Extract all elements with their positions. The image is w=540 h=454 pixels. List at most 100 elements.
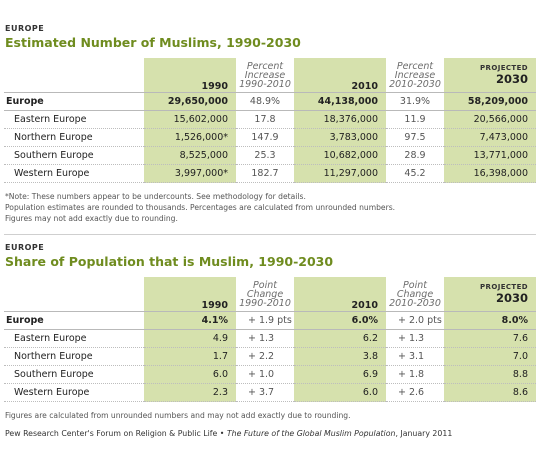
change-2010-2030: + 1.8 bbox=[386, 365, 444, 384]
table-row: Northern Europe 1,526,000* 147.9 3,783,0… bbox=[4, 128, 536, 147]
value-2010: 6.0% bbox=[294, 311, 386, 330]
value-1990: 4.9 bbox=[144, 329, 236, 348]
value-2010: 18,376,000 bbox=[294, 110, 386, 129]
table-row: Western Europe 3,997,000* 182.7 11,297,0… bbox=[4, 164, 536, 183]
change-header-range: 2010-2030 bbox=[389, 297, 441, 309]
table-row: Southern Europe 8,525,000 25.3 10,682,00… bbox=[4, 146, 536, 165]
footnote: Figures may not add exactly due to round… bbox=[5, 214, 178, 223]
change-header-text: Percent Increase bbox=[394, 60, 436, 81]
region-name: Eastern Europe bbox=[4, 110, 144, 129]
change-1990-2010: + 1.9 pts bbox=[236, 311, 294, 330]
source-date: , January 2011 bbox=[395, 429, 453, 438]
footnote: *Note: These numbers appear to be underc… bbox=[5, 192, 306, 201]
year-header: 2010 bbox=[294, 277, 386, 312]
value-2030: 16,398,000 bbox=[444, 164, 536, 183]
projected-label: PROJECTED bbox=[480, 283, 528, 291]
change-2010-2030: + 2.0 pts bbox=[386, 311, 444, 330]
change-header: Point Change 2010-2030 bbox=[386, 277, 444, 312]
value-1990: 2.3 bbox=[144, 383, 236, 402]
change-1990-2010: 147.9 bbox=[236, 128, 294, 147]
value-1990: 29,650,000 bbox=[144, 92, 236, 111]
region-name: Europe bbox=[4, 311, 144, 330]
page: EUROPE Estimated Number of Muslims, 1990… bbox=[4, 0, 536, 438]
change-header: Percent Increase 2010-2030 bbox=[386, 58, 444, 93]
year-header: 1990 bbox=[144, 58, 236, 93]
value-1990: 15,602,000 bbox=[144, 110, 236, 129]
region-name: Western Europe bbox=[4, 383, 144, 402]
change-2010-2030: 11.9 bbox=[386, 110, 444, 129]
value-2010: 10,682,000 bbox=[294, 146, 386, 165]
change-header-range: 1990-2010 bbox=[239, 78, 291, 90]
region-name: Northern Europe bbox=[4, 128, 144, 147]
change-1990-2010: + 2.2 bbox=[236, 347, 294, 366]
change-2010-2030: + 2.6 bbox=[386, 383, 444, 402]
value-2010: 44,138,000 bbox=[294, 92, 386, 111]
table-row: Eastern Europe 4.9 + 1.3 6.2 + 1.3 7.6 bbox=[4, 329, 536, 348]
change-1990-2010: + 1.3 bbox=[236, 329, 294, 348]
change-1990-2010: + 1.0 bbox=[236, 365, 294, 384]
table-row: Northern Europe 1.7 + 2.2 3.8 + 3.1 7.0 bbox=[4, 347, 536, 366]
change-header: Point Change 1990-2010 bbox=[236, 277, 294, 312]
report-title: The Future of the Global Muslim Populati… bbox=[226, 429, 396, 438]
value-1990: 4.1% bbox=[144, 311, 236, 330]
muslim-share-table: 1990 Point Change 1990-2010 2010 Point Ch… bbox=[4, 277, 536, 402]
value-2030: 13,771,000 bbox=[444, 146, 536, 165]
region-name: Southern Europe bbox=[4, 365, 144, 384]
source-org: Pew Research Center's Forum on Religion … bbox=[5, 429, 227, 438]
header-row: 1990 Percent Increase 1990-2010 2010 Perc… bbox=[4, 58, 536, 93]
value-1990: 3,997,000* bbox=[144, 164, 236, 183]
change-1990-2010: + 3.7 bbox=[236, 383, 294, 402]
table-title: Share of Population that is Muslim, 1990… bbox=[5, 254, 334, 269]
change-2010-2030: 45.2 bbox=[386, 164, 444, 183]
section-label: EUROPE bbox=[5, 243, 45, 252]
value-2030: 20,566,000 bbox=[444, 110, 536, 129]
region-name: Northern Europe bbox=[4, 347, 144, 366]
value-2010: 6.9 bbox=[294, 365, 386, 384]
change-1990-2010: 182.7 bbox=[236, 164, 294, 183]
value-2010: 3.8 bbox=[294, 347, 386, 366]
value-1990: 6.0 bbox=[144, 365, 236, 384]
region-name: Eastern Europe bbox=[4, 329, 144, 348]
value-2010: 11,297,000 bbox=[294, 164, 386, 183]
value-2030: 7,473,000 bbox=[444, 128, 536, 147]
change-1990-2010: 17.8 bbox=[236, 110, 294, 129]
value-2030: 8.6 bbox=[444, 383, 536, 402]
value-1990: 8,525,000 bbox=[144, 146, 236, 165]
year-header: 1990 bbox=[144, 277, 236, 312]
value-2030: 58,209,000 bbox=[444, 92, 536, 111]
change-2010-2030: + 3.1 bbox=[386, 347, 444, 366]
change-header-text: Percent Increase bbox=[244, 60, 286, 81]
muslim-count-table: 1990 Percent Increase 1990-2010 2010 Perc… bbox=[4, 58, 536, 183]
value-2010: 6.2 bbox=[294, 329, 386, 348]
value-1990: 1,526,000* bbox=[144, 128, 236, 147]
region-name: Western Europe bbox=[4, 164, 144, 183]
change-1990-2010: 25.3 bbox=[236, 146, 294, 165]
projected-year: 2030 bbox=[495, 291, 528, 305]
projected-label: PROJECTED bbox=[480, 64, 528, 72]
change-2010-2030: 97.5 bbox=[386, 128, 444, 147]
value-1990: 1.7 bbox=[144, 347, 236, 366]
footnote: Figures are calculated from unrounded nu… bbox=[5, 411, 351, 420]
table-row: Southern Europe 6.0 + 1.0 6.9 + 1.8 8.8 bbox=[4, 365, 536, 384]
region-name: Southern Europe bbox=[4, 146, 144, 165]
divider bbox=[4, 234, 536, 235]
change-2010-2030: 31.9% bbox=[386, 92, 444, 111]
change-header-text: Point Change bbox=[246, 279, 284, 300]
projected-year: 2030 bbox=[495, 72, 528, 86]
section-label: EUROPE bbox=[5, 24, 45, 33]
value-2010: 3,783,000 bbox=[294, 128, 386, 147]
table-row: Eastern Europe 15,602,000 17.8 18,376,00… bbox=[4, 110, 536, 129]
change-header-text: Point Change bbox=[396, 279, 434, 300]
table-row: Europe 4.1% + 1.9 pts 6.0% + 2.0 pts 8.0… bbox=[4, 311, 536, 330]
change-1990-2010: 48.9% bbox=[236, 92, 294, 111]
change-header: Percent Increase 1990-2010 bbox=[236, 58, 294, 93]
change-2010-2030: 28.9 bbox=[386, 146, 444, 165]
change-header-range: 1990-2010 bbox=[239, 297, 291, 309]
value-2010: 6.0 bbox=[294, 383, 386, 402]
change-2010-2030: + 1.3 bbox=[386, 329, 444, 348]
footnote: Population estimates are rounded to thou… bbox=[5, 203, 396, 212]
table-row: Europe 29,650,000 48.9% 44,138,000 31.9%… bbox=[4, 92, 536, 111]
value-2030: 7.0 bbox=[444, 347, 536, 366]
projected-header: PROJECTED 2030 bbox=[444, 277, 536, 312]
region-name: Europe bbox=[4, 92, 144, 111]
